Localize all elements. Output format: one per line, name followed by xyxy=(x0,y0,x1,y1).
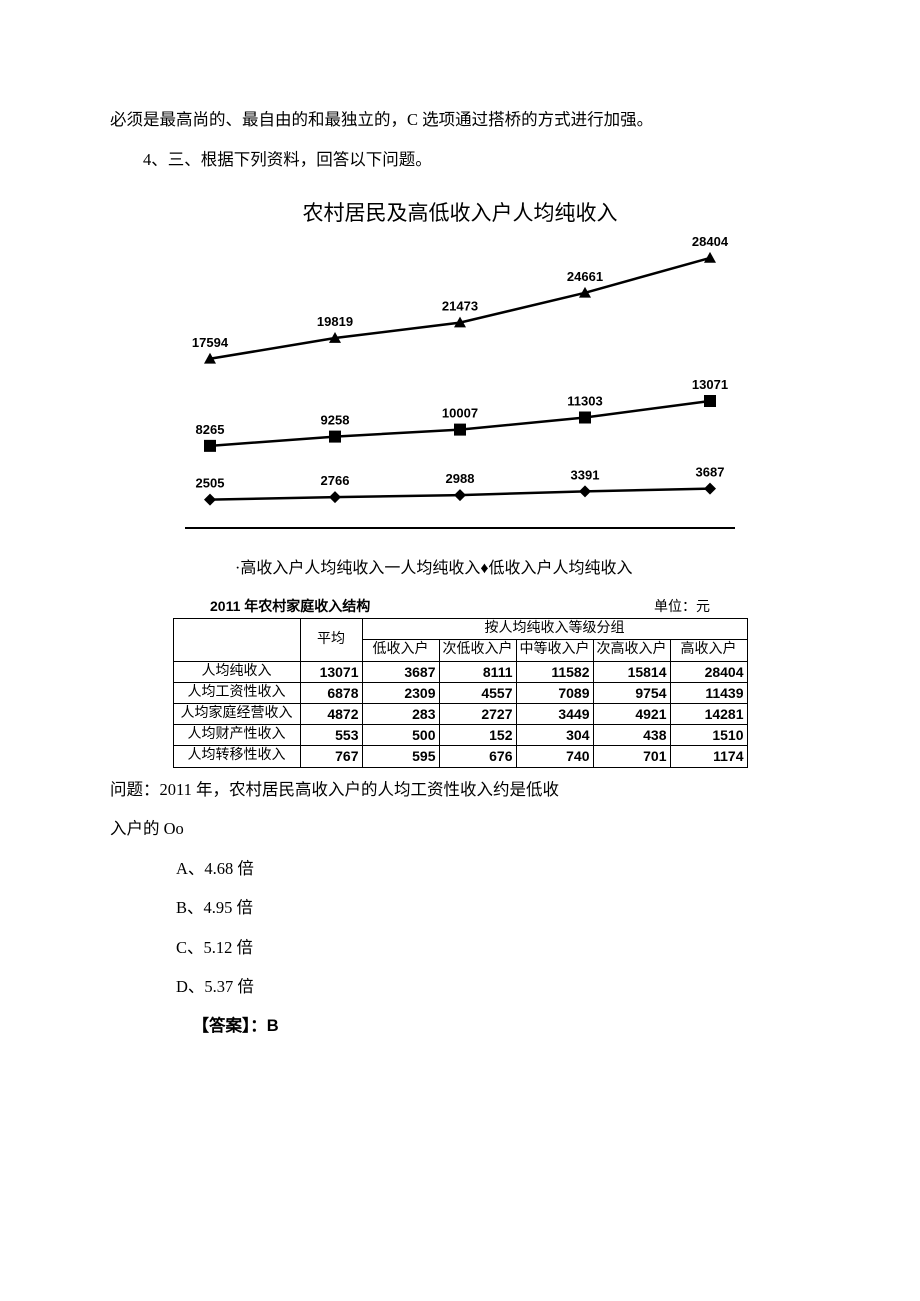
chart-legend: ·高收入户人均纯收入一人均纯收入♦低收入户人均纯收入 xyxy=(235,554,920,578)
svg-text:2505: 2505 xyxy=(196,476,225,491)
question-line-1: 问题：2011 年，农村居民高收入户的人均工资性收入约是低收 xyxy=(110,770,810,810)
svg-text:10007: 10007 xyxy=(442,406,478,421)
table-title: 2011 年农村家庭收入结构 单位：元 xyxy=(210,596,710,616)
svg-text:8265: 8265 xyxy=(196,422,225,437)
svg-text:2766: 2766 xyxy=(321,473,350,488)
svg-text:11303: 11303 xyxy=(567,394,602,409)
svg-text:3391: 3391 xyxy=(571,468,600,483)
svg-text:21473: 21473 xyxy=(442,299,478,314)
chart-svg: 17594 19819 21473 24661 28404 8265 9258 10007 11… xyxy=(180,233,740,543)
paragraph-1: 必须是最高尚的、最自由的和最独立的，C 选项通过搭桥的方式进行加强。 xyxy=(110,100,810,140)
option-d: D、5.37 倍 xyxy=(110,967,810,1007)
svg-text:13071: 13071 xyxy=(692,377,728,392)
svg-text:2988: 2988 xyxy=(446,471,475,486)
option-c: C、5.12 倍 xyxy=(110,928,810,968)
option-b: B、4.95 倍 xyxy=(110,888,810,928)
svg-text:19819: 19819 xyxy=(317,314,353,329)
question-line-2: 入户的 Oo xyxy=(110,809,810,849)
option-a: A、4.68 倍 xyxy=(110,849,810,889)
table-title-left: 2011 年农村家庭收入结构 xyxy=(210,596,370,616)
document-page: 必须是最高尚的、最自由的和最独立的，C 选项通过搭桥的方式进行加强。 4、三、根… xyxy=(0,0,920,1107)
table-title-right: 单位：元 xyxy=(654,596,710,616)
line-chart: 17594 19819 21473 24661 28404 8265 9258 10007 11… xyxy=(180,233,740,548)
svg-text:17594: 17594 xyxy=(192,335,229,350)
svg-text:9258: 9258 xyxy=(321,413,350,428)
answer: 【答案】：B xyxy=(110,1007,810,1047)
chart-title: 农村居民及高低收入户人均纯收入 xyxy=(0,197,920,227)
income-table: 平均按人均纯收入等级分组低收入户次低收入户中等收入户次高收入户高收入户人均纯收入… xyxy=(173,618,748,767)
svg-text:3687: 3687 xyxy=(696,465,725,480)
svg-text:28404: 28404 xyxy=(692,234,729,249)
paragraph-2: 4、三、根据下列资料，回答以下问题。 xyxy=(110,140,810,180)
svg-text:24661: 24661 xyxy=(567,269,603,284)
